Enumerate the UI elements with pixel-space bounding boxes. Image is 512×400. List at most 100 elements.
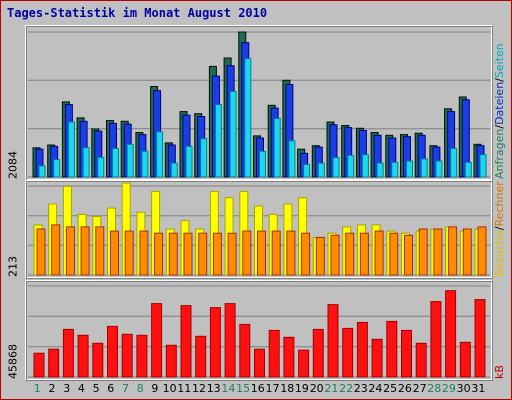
middle-chart-rechner-bar-day-31 [477,226,487,276]
bottom-chart-kb-bar-day-11 [180,305,192,378]
middle-chart-rechner-bar-day-26 [404,234,413,276]
top-chart-seiten-bar-day-27 [420,158,428,178]
bottom-chart-kb-bar-day-7 [121,333,133,378]
top-chart-seiten-bar-day-17 [273,118,281,178]
requests-files-pages-chart [25,25,493,181]
page-title: Tages-Statistik im Monat August 2010 [7,6,268,20]
day-label-16: 16 [250,382,265,395]
bottom-chart-kb-bar-day-18 [283,336,295,378]
day-label-31: 31 [471,382,486,395]
day-label-5: 5 [92,382,100,395]
day-label-23: 23 [353,382,368,395]
day-label-14: 14 [221,382,236,395]
day-label-27: 27 [412,382,427,395]
top-chart-seiten-bar-day-2 [53,159,61,178]
top-chart-seiten-bar-day-13 [214,104,222,178]
bottom-chart-kb-bar-day-13 [209,307,221,378]
middle-chart-legend-part-2: Rechner [493,181,506,227]
middle-chart-rechner-bar-day-9 [154,232,164,276]
middle-chart-rechner-bar-day-6 [110,230,119,276]
middle-chart-legend-part-1: / [493,226,506,231]
day-label-11: 11 [177,382,192,395]
day-label-22: 22 [339,382,354,395]
middle-chart-rechner-bar-day-10 [168,232,178,276]
bottom-chart-kb-bar-day-24 [371,338,383,378]
middle-chart-rechner-bar-day-17 [271,230,281,276]
bottom-chart-kb-bar-day-20 [312,328,324,378]
day-label-6: 6 [107,382,115,395]
top-chart-seiten-bar-day-22 [347,154,355,178]
day-label-15: 15 [236,382,251,395]
bottom-chart-kb-bar-day-19 [298,349,310,378]
top-chart-seiten-bar-day-5 [97,157,105,178]
day-label-20: 20 [309,382,324,395]
top-chart-seiten-bar-day-12 [200,138,208,178]
day-label-24: 24 [368,382,383,395]
bottom-chart-kb-bar-day-6 [107,325,118,378]
bottom-chart-kb-bar-day-14 [224,303,236,378]
bottom-chart-kb-bar-day-29 [445,290,457,378]
day-label-8: 8 [136,382,144,395]
visits-hosts-chart [25,180,493,279]
middle-chart-rechner-bar-day-14 [227,232,237,276]
day-label-26: 26 [397,382,412,395]
middle-chart-rechner-bar-day-3 [65,226,75,276]
middle-chart-rechner-bar-day-23 [359,232,369,276]
day-axis: 1 2 3 4 5 6 7 8 9 10 11 12 13 14 15 16 17 18 19 20 21 22 23 24 2… [25,381,491,397]
top-chart-seiten-bar-day-24 [376,162,384,178]
day-label-18: 18 [280,382,295,395]
top-chart-seiten-bar-day-3 [67,121,75,178]
top-chart-seiten-bar-day-4 [82,147,90,178]
middle-chart-rechner-bar-day-4 [80,226,90,276]
middle-chart-rechner-bar-day-2 [51,224,61,276]
middle-chart-rechner-bar-day-25 [389,232,399,276]
day-label-1: 1 [33,382,41,395]
bottom-chart-kb-bar-day-15 [239,323,251,378]
bottom-chart-kb-bar-day-21 [327,304,339,378]
top-chart-seiten-bar-day-23 [361,154,369,178]
day-label-9: 9 [151,382,159,395]
kb-chart [25,280,493,381]
middle-chart-rechner-bar-day-22 [345,232,355,276]
top-chart-seiten-bar-day-7 [126,143,134,178]
top-chart-seiten-bar-day-16 [259,150,266,178]
bottom-chart-kb-bar-day-9 [151,303,163,378]
bottom-chart-kb-bar-day-12 [195,335,207,378]
day-label-3: 3 [63,382,71,395]
bottom-chart-kb-bar-day-4 [77,334,89,378]
top-chart-seiten-bar-day-20 [317,162,325,178]
day-label-29: 29 [441,382,456,395]
day-label-12: 12 [192,382,206,395]
middle-chart-series-legend: Besuche/Rechner [493,180,511,277]
top-chart-seiten-bar-day-10 [170,162,178,178]
middle-chart-rechner-bar-day-27 [418,228,428,276]
middle-chart-rechner-bar-day-29 [448,226,458,276]
middle-chart-rechner-bar-day-1 [36,228,46,276]
bottom-chart-kb-bar-day-25 [386,320,398,378]
middle-chart-rechner-bar-day-30 [462,228,472,276]
top-chart-seiten-bar-day-19 [303,164,311,178]
bottom-chart-ymax-label: 45868 [6,344,20,379]
top-chart-seiten-bar-day-14 [229,90,237,178]
bottom-chart-legend-part-0: kB [493,365,506,379]
middle-chart-rechner-bar-day-18 [286,230,296,276]
middle-chart-rechner-bar-day-8 [139,230,149,276]
bottom-chart-kb-bar-day-8 [136,334,148,378]
middle-chart-rechner-bar-day-20 [315,236,325,276]
day-label-19: 19 [294,382,309,395]
top-chart-seiten-bar-day-9 [156,131,164,178]
top-chart-legend-part-4: Seiten [493,43,506,79]
bottom-chart-kb-bar-day-22 [342,327,354,378]
top-chart-seiten-bar-day-18 [288,140,296,178]
top-chart-legend-part-1: / [493,124,506,129]
top-chart-seiten-bar-day-8 [141,150,149,178]
top-chart-seiten-bar-day-31 [479,154,487,178]
top-chart-seiten-bar-day-29 [450,148,458,178]
bottom-chart-kb-bar-day-30 [459,341,471,378]
bottom-chart-kb-bar-day-26 [401,329,412,378]
top-chart-seiten-bar-day-1 [38,165,46,178]
middle-chart-rechner-bar-day-15 [242,230,252,276]
top-chart-seiten-bar-day-28 [435,160,443,178]
bottom-chart-kb-bar-day-28 [430,301,442,378]
bottom-chart-kb-bar-day-5 [92,342,104,378]
